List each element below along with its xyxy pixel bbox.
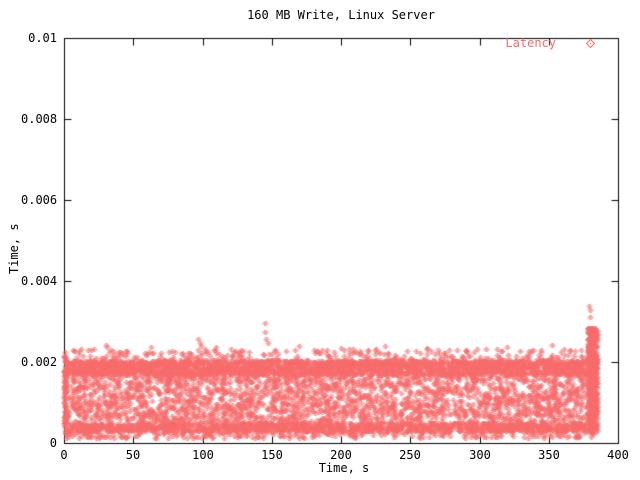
x-tick-label: 50 <box>125 448 141 462</box>
y-tick-label: 0.008 <box>21 112 58 126</box>
x-tick-label: 150 <box>261 448 283 462</box>
x-tick-label: 350 <box>538 448 560 462</box>
x-tick-label: 250 <box>399 448 421 462</box>
y-tick-label: 0 <box>49 436 57 450</box>
x-tick-label: 400 <box>607 448 629 462</box>
legend-marker-diamond-icon <box>586 39 595 48</box>
legend-label: Latency <box>505 36 556 50</box>
x-axis-title: Time, s <box>318 461 370 475</box>
chart-title: 160 MB Write, Linux Server <box>247 8 435 22</box>
y-tick-label: 0.01 <box>28 31 57 45</box>
y-tick-label: 0.006 <box>21 193 58 207</box>
y-tick-label: 0.004 <box>21 274 58 288</box>
x-tick-label: 300 <box>469 448 491 462</box>
x-tick-label: 0 <box>60 448 68 462</box>
y-axis-title: Time, s <box>7 223 21 274</box>
x-tick-label: 200 <box>330 448 352 462</box>
x-tick-label: 100 <box>192 448 214 462</box>
y-tick-label: 0.002 <box>21 355 58 369</box>
